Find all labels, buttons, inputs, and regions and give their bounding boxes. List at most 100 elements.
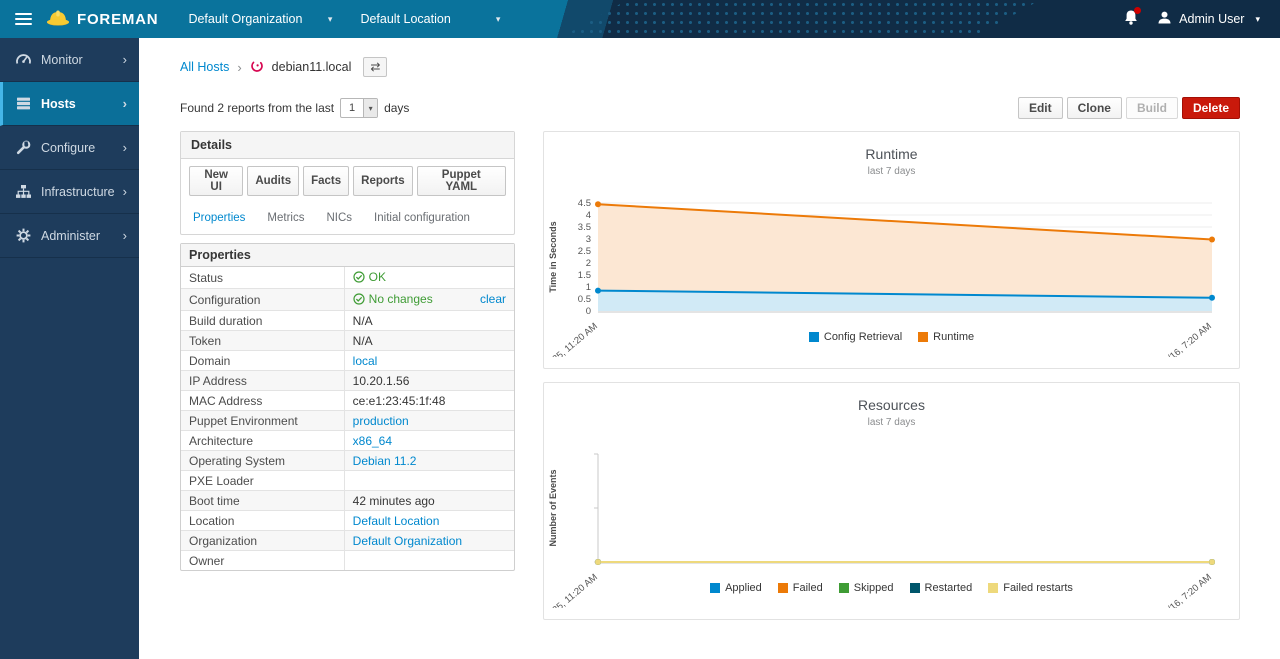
legend-item-skipped[interactable]: Skipped: [839, 582, 894, 594]
property-value-link[interactable]: production: [353, 414, 409, 428]
hardhat-logo-icon: [46, 8, 70, 30]
sidebar-item-monitor[interactable]: Monitor›: [0, 38, 139, 82]
days-select-value: 1: [341, 99, 363, 117]
property-label: Location: [181, 511, 344, 531]
server-icon: [15, 95, 32, 112]
top-navbar: FOREMAN Default Organization ▾ Default L…: [0, 0, 1280, 38]
property-value-link[interactable]: Debian 11.2: [353, 454, 417, 468]
properties-panel-title: Properties: [181, 244, 514, 267]
clear-link[interactable]: clear: [480, 292, 506, 306]
audits-button[interactable]: Audits: [247, 166, 299, 196]
new-ui-button[interactable]: New UI: [189, 166, 243, 196]
foreman-brand[interactable]: FOREMAN: [46, 8, 158, 30]
tab-metrics[interactable]: Metrics: [267, 212, 304, 226]
svg-text:0.5: 0.5: [578, 294, 591, 305]
chevron-right-icon: ›: [123, 140, 127, 155]
host-switcher-button[interactable]: ⇄: [363, 57, 387, 77]
property-value: N/A: [353, 334, 373, 348]
host-action-buttons: Edit Clone Build Delete: [1018, 97, 1240, 119]
property-row-configuration: Configuration No changes clear: [181, 289, 514, 311]
tab-nics[interactable]: NICs: [326, 212, 352, 226]
property-row-token: TokenN/A: [181, 331, 514, 351]
build-button: Build: [1126, 97, 1178, 119]
property-label: Operating System: [181, 451, 344, 471]
legend-label: Skipped: [854, 582, 894, 594]
breadcrumb-all-hosts-link[interactable]: All Hosts: [180, 60, 229, 74]
legend-label: Applied: [725, 582, 762, 594]
tab-properties[interactable]: Properties: [193, 212, 245, 226]
notifications-bell-icon[interactable]: [1123, 9, 1139, 29]
sidebar-item-hosts[interactable]: Hosts ›: [0, 82, 139, 126]
user-menu[interactable]: Admin User ▾: [1157, 10, 1260, 28]
property-value-link[interactable]: Default Location: [353, 514, 440, 528]
reports-days-text: days: [384, 101, 409, 115]
organization-dropdown[interactable]: Default Organization ▾: [174, 0, 346, 38]
sidebar-item-administer[interactable]: Administer›: [0, 214, 139, 258]
property-value-link[interactable]: Default Organization: [353, 534, 462, 548]
legend-item-config-retrieval[interactable]: Config Retrieval: [809, 331, 902, 343]
reports-button[interactable]: Reports: [353, 166, 412, 196]
legend-swatch: [918, 332, 928, 342]
resources-chart-card: Resources last 7 days Number of Events11…: [543, 382, 1240, 620]
svg-text:3.5: 3.5: [578, 222, 591, 233]
facts-button[interactable]: Facts: [303, 166, 349, 196]
runtime-chart-title: Runtime: [544, 146, 1239, 162]
details-buttons: New UIAuditsFactsReportsPuppet YAML: [181, 159, 514, 203]
chevron-down-icon: ▾: [363, 99, 377, 117]
puppet-yaml-button[interactable]: Puppet YAML: [417, 166, 506, 196]
svg-text:4.5: 4.5: [578, 198, 591, 209]
details-panel: Details New UIAuditsFactsReportsPuppet Y…: [180, 131, 515, 235]
sidebar-item-label: Infrastructure: [41, 185, 115, 199]
property-row-build-duration: Build durationN/A: [181, 311, 514, 331]
property-label: Status: [181, 267, 344, 289]
debian-os-icon: [250, 59, 264, 76]
tab-initial-configuration[interactable]: Initial configuration: [374, 212, 470, 226]
legend-item-failed-restarts[interactable]: Failed restarts: [988, 582, 1073, 594]
legend-label: Runtime: [933, 331, 974, 343]
legend-label: Failed restarts: [1003, 582, 1073, 594]
sidebar-item-label: Monitor: [41, 53, 83, 67]
clone-button[interactable]: Clone: [1067, 97, 1122, 119]
resources-chart-legend: Applied Failed Skipped Restarted Failed rest…: [544, 582, 1239, 594]
status-ok-icon: No changes: [353, 292, 433, 306]
properties-table: StatusOKConfiguration No changes clear Buil…: [181, 267, 514, 570]
property-row-location: Location Default Location: [181, 511, 514, 531]
property-label: IP Address: [181, 371, 344, 391]
delete-button[interactable]: Delete: [1182, 97, 1240, 119]
svg-text:Number of Events: Number of Events: [548, 469, 558, 546]
legend-item-restarted[interactable]: Restarted: [910, 582, 973, 594]
sidebar-item-label: Configure: [41, 141, 95, 155]
sidebar: Monitor›Hosts›Configure›Infrastructure›A…: [0, 38, 139, 659]
details-panel-title: Details: [181, 132, 514, 159]
legend-item-applied[interactable]: Applied: [710, 582, 762, 594]
legend-item-failed[interactable]: Failed: [778, 582, 823, 594]
legend-item-runtime[interactable]: Runtime: [918, 331, 974, 343]
location-dropdown[interactable]: Default Location ▾: [346, 0, 514, 38]
gauge-icon: [15, 51, 32, 68]
property-value: N/A: [353, 314, 373, 328]
property-value: 42 minutes ago: [353, 494, 435, 508]
hamburger-menu-icon[interactable]: [0, 0, 46, 38]
legend-label: Restarted: [925, 582, 973, 594]
property-label: Configuration: [181, 289, 344, 311]
property-value-link[interactable]: x86_64: [353, 434, 392, 448]
runtime-chart-subtitle: last 7 days: [544, 166, 1239, 177]
edit-button[interactable]: Edit: [1018, 97, 1063, 119]
charts-column: Runtime last 7 days 00.511.522.533.544.5…: [543, 131, 1240, 620]
chevron-right-icon: ›: [123, 228, 127, 243]
notification-badge: [1134, 7, 1141, 14]
sidebar-item-infrastructure[interactable]: Infrastructure›: [0, 170, 139, 214]
property-value: 10.20.1.56: [353, 374, 410, 388]
sidebar-item-label: Hosts: [41, 97, 76, 111]
sidebar-item-configure[interactable]: Configure ›: [0, 126, 139, 170]
property-value-link[interactable]: local: [353, 354, 378, 368]
days-select[interactable]: 1 ▾: [340, 98, 378, 118]
chevron-right-icon: ›: [123, 96, 127, 111]
property-row-puppet-environment: Puppet Environmentproduction: [181, 411, 514, 431]
svg-text:4: 4: [586, 210, 591, 221]
property-label: Organization: [181, 531, 344, 551]
property-row-status: StatusOK: [181, 267, 514, 289]
host-name: debian11.local: [272, 60, 352, 74]
property-row-operating-system: Operating System Debian 11.2: [181, 451, 514, 471]
legend-swatch: [778, 583, 788, 593]
